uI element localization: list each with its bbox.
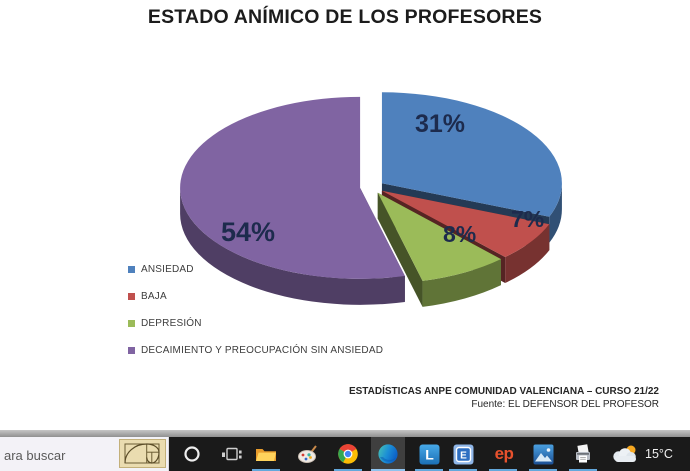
legend-item: BAJA	[128, 290, 167, 302]
golden-ratio-icon[interactable]	[119, 439, 166, 468]
legend-label: BAJA	[141, 290, 167, 302]
running-indicator	[569, 468, 597, 471]
source-note: ESTADÍSTICAS ANPE COMUNIDAD VALENCIANA –…	[349, 386, 659, 410]
weather-temperature[interactable]: 15°C	[645, 447, 673, 461]
legend-swatch-depresion	[128, 319, 135, 327]
l-app-icon[interactable]: L	[418, 437, 440, 471]
pie-label-depresion: 8%	[443, 221, 477, 247]
edge-icon[interactable]	[377, 437, 399, 471]
legend-item: DEPRESIÓN	[128, 317, 202, 329]
legend-swatch-decaimiento	[128, 346, 135, 354]
pie-label-ansiedad: 31%	[415, 110, 466, 138]
pie-slice-top-3	[180, 96, 405, 279]
taskbar-search-box[interactable]	[0, 437, 169, 471]
photos-icon[interactable]	[532, 437, 554, 471]
print-scan-icon[interactable]	[572, 437, 594, 471]
running-indicator	[415, 468, 443, 471]
pie-label-baja: 7%	[511, 206, 545, 232]
e-app-letter: E	[460, 450, 467, 461]
task-view-icon[interactable]	[220, 437, 242, 471]
running-indicator	[334, 468, 362, 471]
legend-swatch-ansiedad	[128, 265, 135, 273]
pie-slice-top-2	[377, 192, 501, 281]
pie-slice-side-1	[505, 224, 550, 284]
legend-item: DECAIMIENTO Y PREOCUPACIÓN SIN ANSIEDAD	[128, 344, 383, 356]
running-indicator	[489, 468, 517, 471]
pie-slice-side-0	[549, 183, 562, 243]
legend-item: ANSIEDAD	[128, 263, 194, 275]
weather-icon[interactable]	[609, 437, 641, 471]
legend-label: DECAIMIENTO Y PREOCUPACIÓN SIN ANSIEDAD	[141, 344, 384, 356]
legend-label: ANSIEDAD	[141, 263, 194, 275]
pie-slice-cut-2	[377, 192, 423, 307]
paint-3d-icon[interactable]	[297, 437, 319, 471]
window-bottom-edge	[0, 430, 690, 437]
chrome-icon[interactable]	[337, 437, 359, 471]
running-indicator	[252, 468, 280, 471]
running-indicator	[529, 468, 557, 471]
running-indicator	[449, 468, 477, 471]
pie-slice-side-3	[180, 187, 405, 305]
e-app-icon[interactable]: E	[452, 437, 474, 471]
pie-label-decaimiento: 54%	[221, 217, 276, 247]
europa-press-icon[interactable]: ep	[494, 444, 514, 463]
running-indicator	[371, 468, 405, 471]
file-explorer-icon[interactable]	[255, 437, 277, 471]
chart-title: ESTADO ANÍMICO DE LOS PROFESORES	[147, 6, 543, 28]
l-app-letter: L	[425, 446, 434, 462]
pie-slice-top-1	[381, 190, 550, 258]
source-line1: ESTADÍSTICAS ANPE COMUNIDAD VALENCIANA –…	[348, 386, 659, 397]
search-input[interactable]	[2, 437, 114, 471]
edge-active-tile[interactable]	[371, 437, 405, 471]
pie-slice-side-2	[422, 259, 501, 307]
cortana-icon[interactable]	[182, 437, 202, 471]
legend-swatch-baja	[128, 292, 135, 300]
taskbar: L E ep	[0, 437, 690, 471]
source-line2: Fuente: EL DEFENSOR DEL PROFESOR	[471, 399, 659, 410]
legend-label: DEPRESIÓN	[141, 317, 202, 329]
pie-slice-top-0	[381, 92, 562, 217]
